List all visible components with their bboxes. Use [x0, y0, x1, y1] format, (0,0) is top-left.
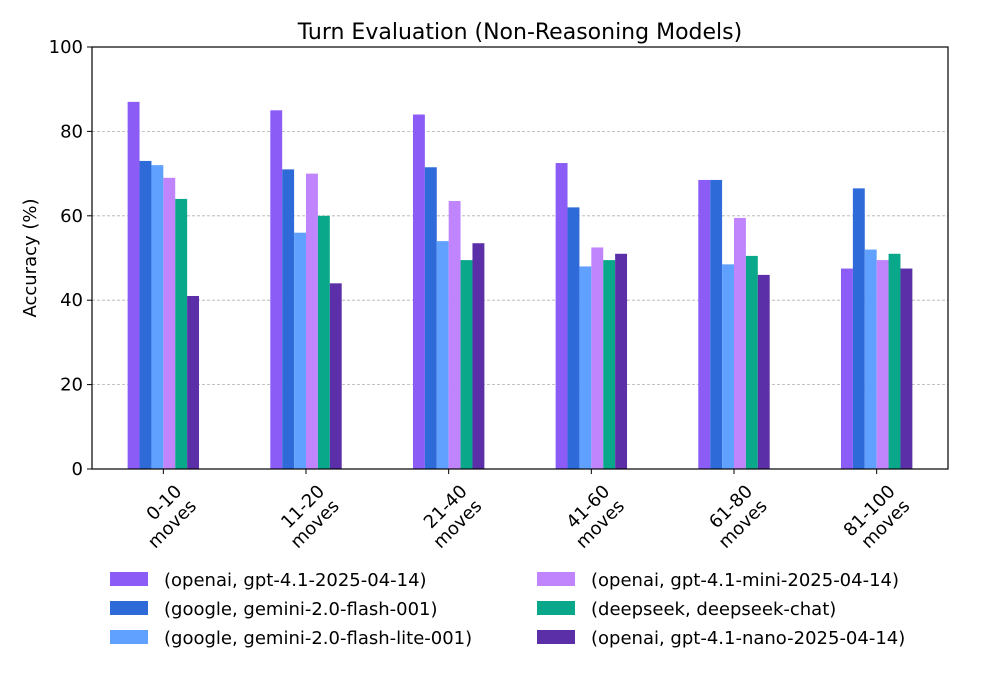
plot-frame [91, 46, 949, 470]
legend-swatch [110, 572, 148, 586]
bar [603, 260, 616, 469]
legend-label: (google, gemini-2.0-flash-lite-001) [164, 628, 472, 649]
bar [294, 232, 306, 469]
bar [852, 188, 865, 469]
bar [412, 114, 425, 470]
legend-swatch [110, 601, 148, 615]
bars [127, 101, 913, 470]
legend-swatch [537, 601, 575, 615]
x-tick-label: 0-10moves [129, 481, 201, 553]
bar [151, 165, 164, 469]
legend-swatch [110, 630, 148, 644]
bar [317, 215, 330, 469]
y-tick-label: 0 [72, 459, 83, 480]
bar [175, 198, 188, 470]
bar [460, 260, 473, 469]
legend: (openai, gpt-4.1-2025-04-14) (google, gem… [110, 570, 905, 649]
x-tick-label: 21-40moves [415, 481, 487, 553]
legend-swatch [537, 630, 575, 644]
x-axis-ticks: 0-10moves 11-20moves 21-40moves 41-60moves 6… [129, 469, 915, 556]
grid-lines [92, 130, 948, 386]
bar [757, 274, 770, 469]
x-tick-label: 11-20moves [272, 481, 344, 553]
bar [864, 249, 877, 469]
bar [698, 179, 711, 469]
legend-label: (deepseek, deepseek-chat) [591, 599, 836, 620]
bar [710, 179, 723, 469]
y-tick-label: 80 [60, 121, 83, 142]
bar [567, 207, 580, 470]
legend-label: (openai, gpt-4.1-2025-04-14) [164, 570, 427, 591]
bar [127, 101, 140, 470]
bar [555, 163, 568, 470]
chart-title: Turn Evaluation (Non-Reasoning Models) [297, 20, 742, 45]
y-tick-label: 100 [49, 37, 83, 58]
bar [722, 264, 734, 469]
bar [615, 253, 628, 469]
bar [448, 201, 461, 469]
legend-swatch [537, 572, 575, 586]
y-tick-label: 40 [60, 290, 83, 311]
bar [888, 253, 901, 469]
bar [734, 217, 746, 469]
bar [900, 268, 913, 469]
bar [745, 255, 758, 469]
bar [139, 160, 152, 469]
y-axis-ticks: 0 20 40 60 80 100 [49, 37, 92, 480]
legend-label: (google, gemini-2.0-flash-001) [164, 599, 438, 620]
bar [591, 247, 604, 469]
bar [472, 243, 485, 469]
y-tick-label: 60 [60, 206, 83, 227]
bar [270, 110, 283, 470]
bar [329, 283, 342, 469]
bar [424, 167, 437, 469]
legend-label: (openai, gpt-4.1-nano-2025-04-14) [591, 628, 905, 649]
y-axis-label: Accuracy (%) [20, 198, 41, 317]
bar [579, 266, 592, 469]
bar [282, 169, 295, 469]
bar [876, 260, 889, 469]
bar [436, 241, 449, 469]
y-tick-label: 20 [60, 375, 83, 396]
bar [163, 177, 176, 469]
x-tick-label: 61-80moves [700, 481, 772, 553]
x-tick-label: 81-100moves [840, 481, 915, 556]
bar [187, 295, 200, 469]
bar [840, 268, 853, 469]
x-tick-label: 41-60moves [557, 481, 629, 553]
bar [306, 173, 318, 469]
legend-label: (openai, gpt-4.1-mini-2025-04-14) [591, 570, 899, 591]
